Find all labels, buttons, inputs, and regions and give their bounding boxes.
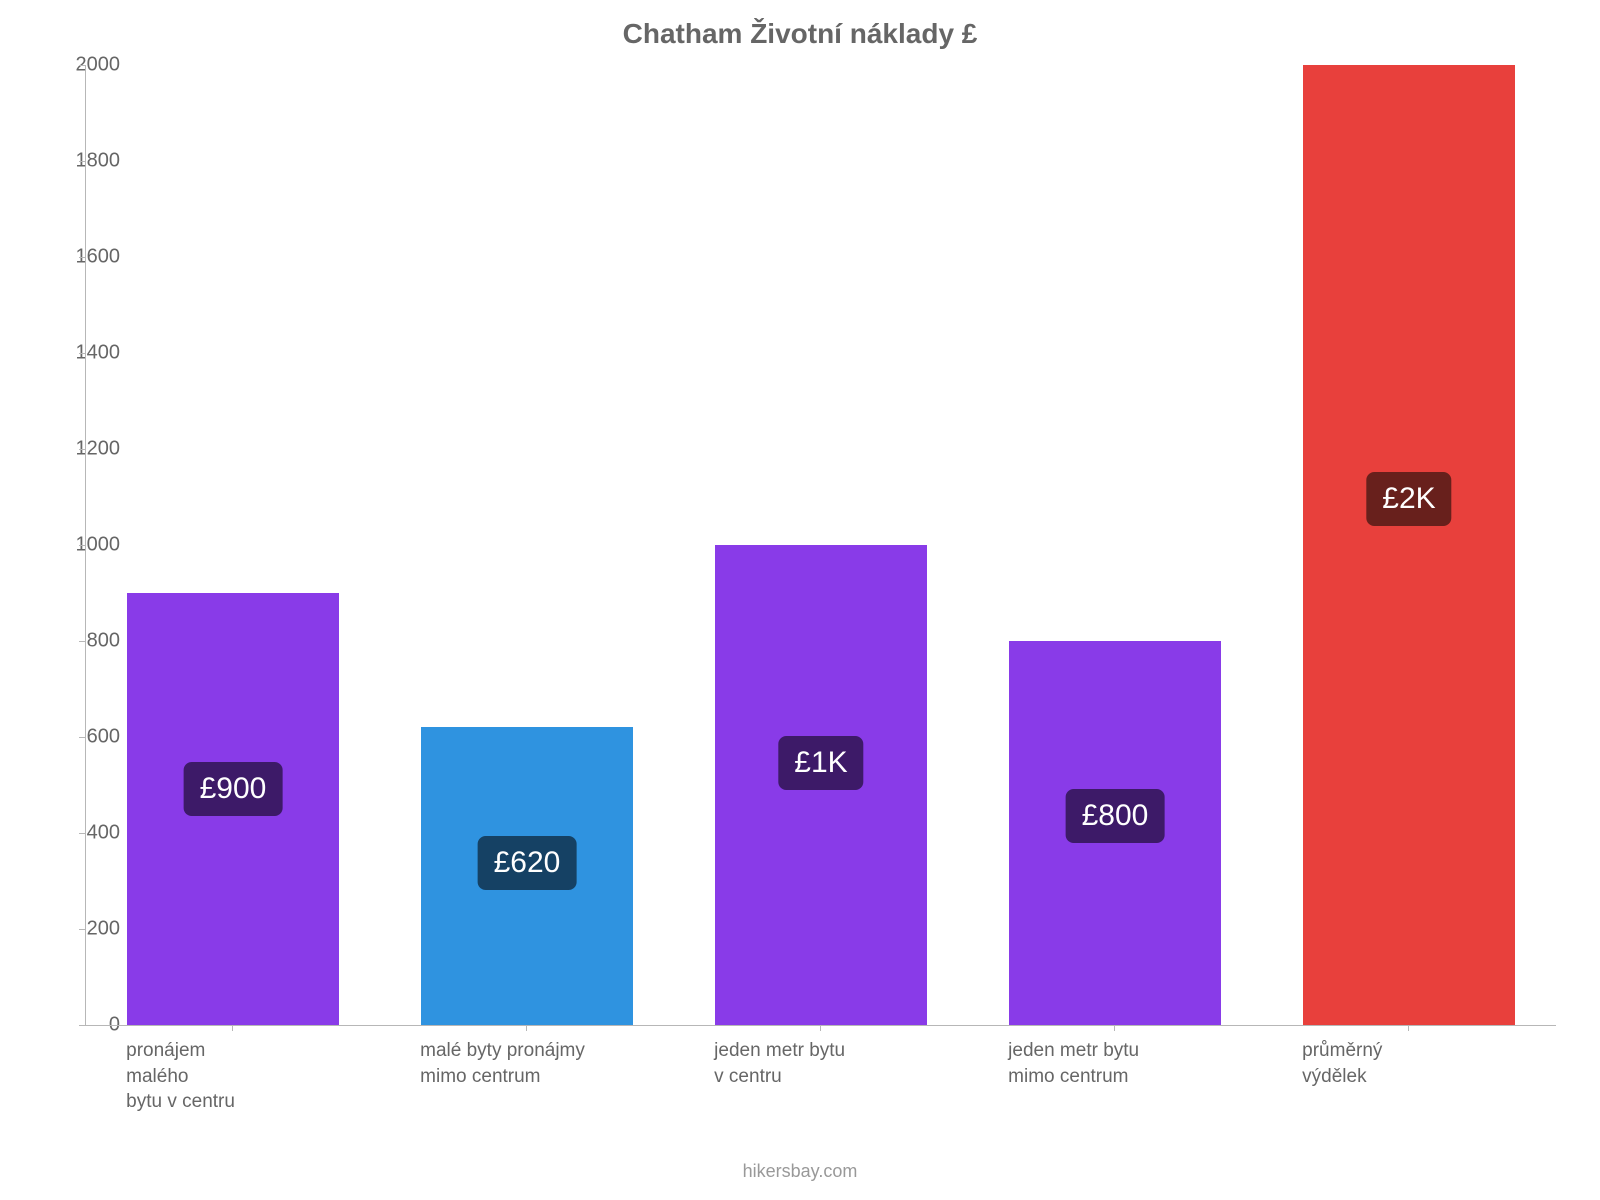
x-tick-mark — [1408, 1025, 1409, 1031]
bar-value-label: £620 — [478, 836, 577, 890]
x-tick-mark — [526, 1025, 527, 1031]
cost-of-living-chart: Chatham Životní náklady £ 02004006008001… — [0, 0, 1600, 1200]
x-tick-label: jeden metr bytu v centru — [714, 1038, 845, 1089]
bar-value-label: £1K — [778, 736, 863, 790]
bar — [1303, 65, 1515, 1025]
x-tick-mark — [1114, 1025, 1115, 1031]
bar-value-label: £2K — [1366, 472, 1451, 526]
plot-area: £900 £620 £1K £800 £2K — [85, 65, 1556, 1026]
x-tick-mark — [820, 1025, 821, 1031]
x-tick-mark — [232, 1025, 233, 1031]
x-tick-label: průměrný výdělek — [1302, 1038, 1382, 1089]
chart-footer: hikersbay.com — [0, 1161, 1600, 1182]
chart-title: Chatham Životní náklady £ — [0, 18, 1600, 50]
bar-value-label: £800 — [1066, 789, 1165, 843]
bar-value-label: £900 — [184, 762, 283, 816]
x-tick-label: malé byty pronájmy mimo centrum — [420, 1038, 585, 1089]
x-tick-label: pronájem malého bytu v centru — [126, 1038, 235, 1115]
x-tick-label: jeden metr bytu mimo centrum — [1008, 1038, 1139, 1089]
